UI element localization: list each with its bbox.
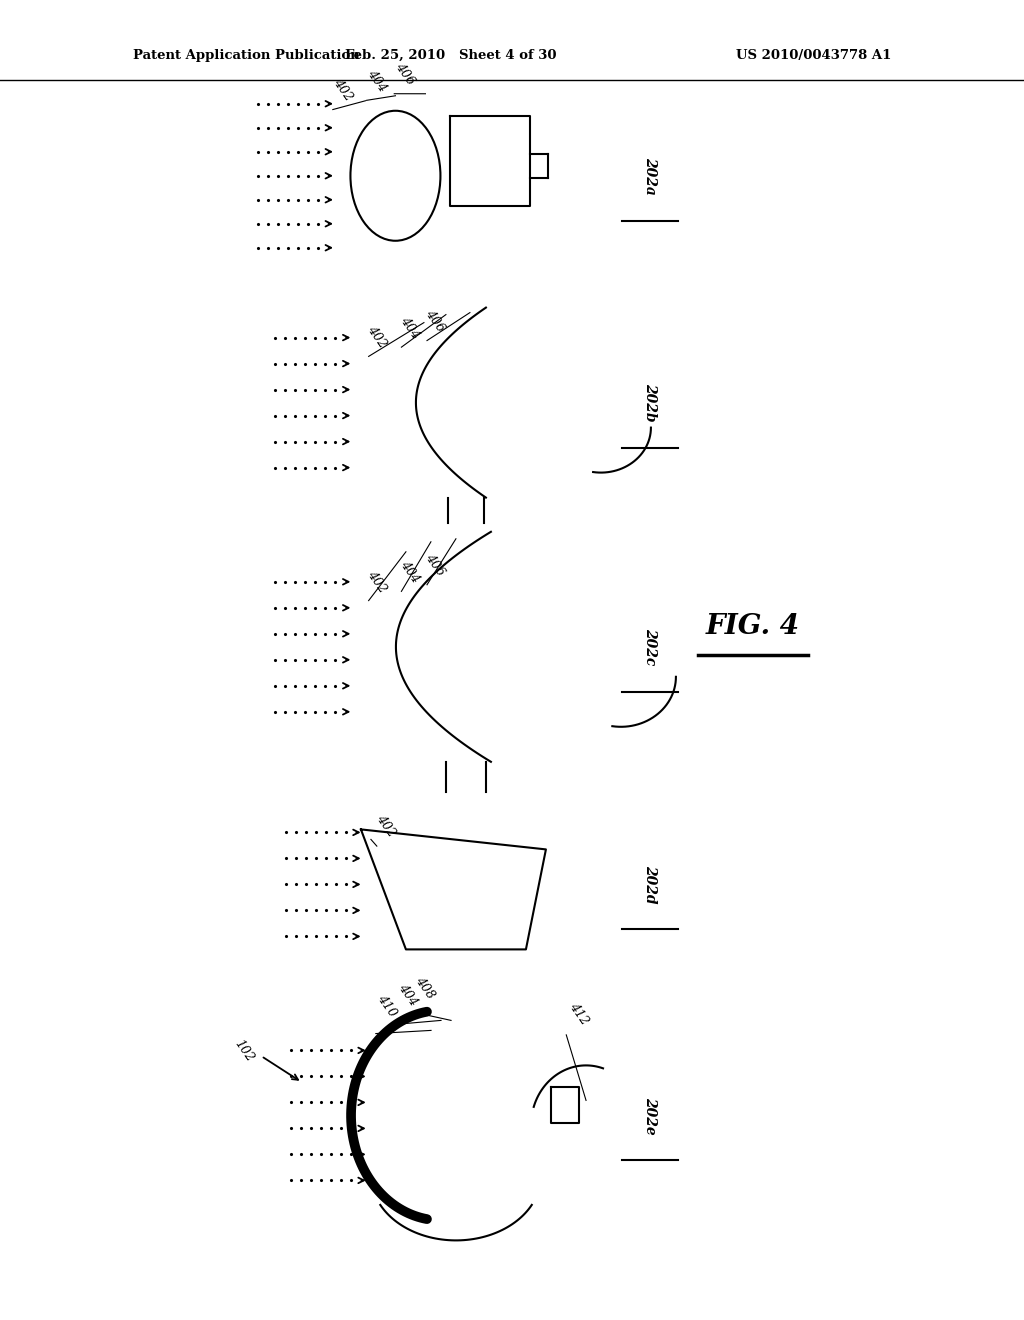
Text: 202d: 202d (643, 865, 657, 904)
Text: 406: 406 (423, 552, 447, 578)
Text: 404: 404 (397, 314, 422, 341)
Text: 202c: 202c (643, 628, 657, 665)
Text: 402: 402 (374, 813, 398, 840)
Text: US 2010/0043778 A1: US 2010/0043778 A1 (735, 49, 891, 62)
Text: 402: 402 (365, 323, 389, 350)
Text: 404: 404 (395, 982, 420, 1008)
Text: 410: 410 (375, 993, 399, 1019)
Text: 408: 408 (413, 974, 437, 1001)
Text: 202a: 202a (643, 157, 657, 194)
Text: Feb. 25, 2010   Sheet 4 of 30: Feb. 25, 2010 Sheet 4 of 30 (345, 49, 556, 62)
Text: 402: 402 (365, 569, 389, 595)
Text: 102: 102 (231, 1038, 256, 1064)
Text: 406: 406 (423, 308, 447, 334)
Text: 404: 404 (397, 558, 422, 585)
Text: Patent Application Publication: Patent Application Publication (133, 49, 359, 62)
Text: 202b: 202b (643, 383, 657, 422)
Text: 402: 402 (331, 77, 355, 103)
Text: 406: 406 (392, 61, 417, 87)
Text: FIG. 4: FIG. 4 (706, 614, 800, 640)
Text: 202e: 202e (643, 1097, 657, 1134)
Ellipse shape (350, 111, 440, 240)
Text: 404: 404 (365, 67, 389, 94)
Text: 412: 412 (566, 1001, 591, 1027)
